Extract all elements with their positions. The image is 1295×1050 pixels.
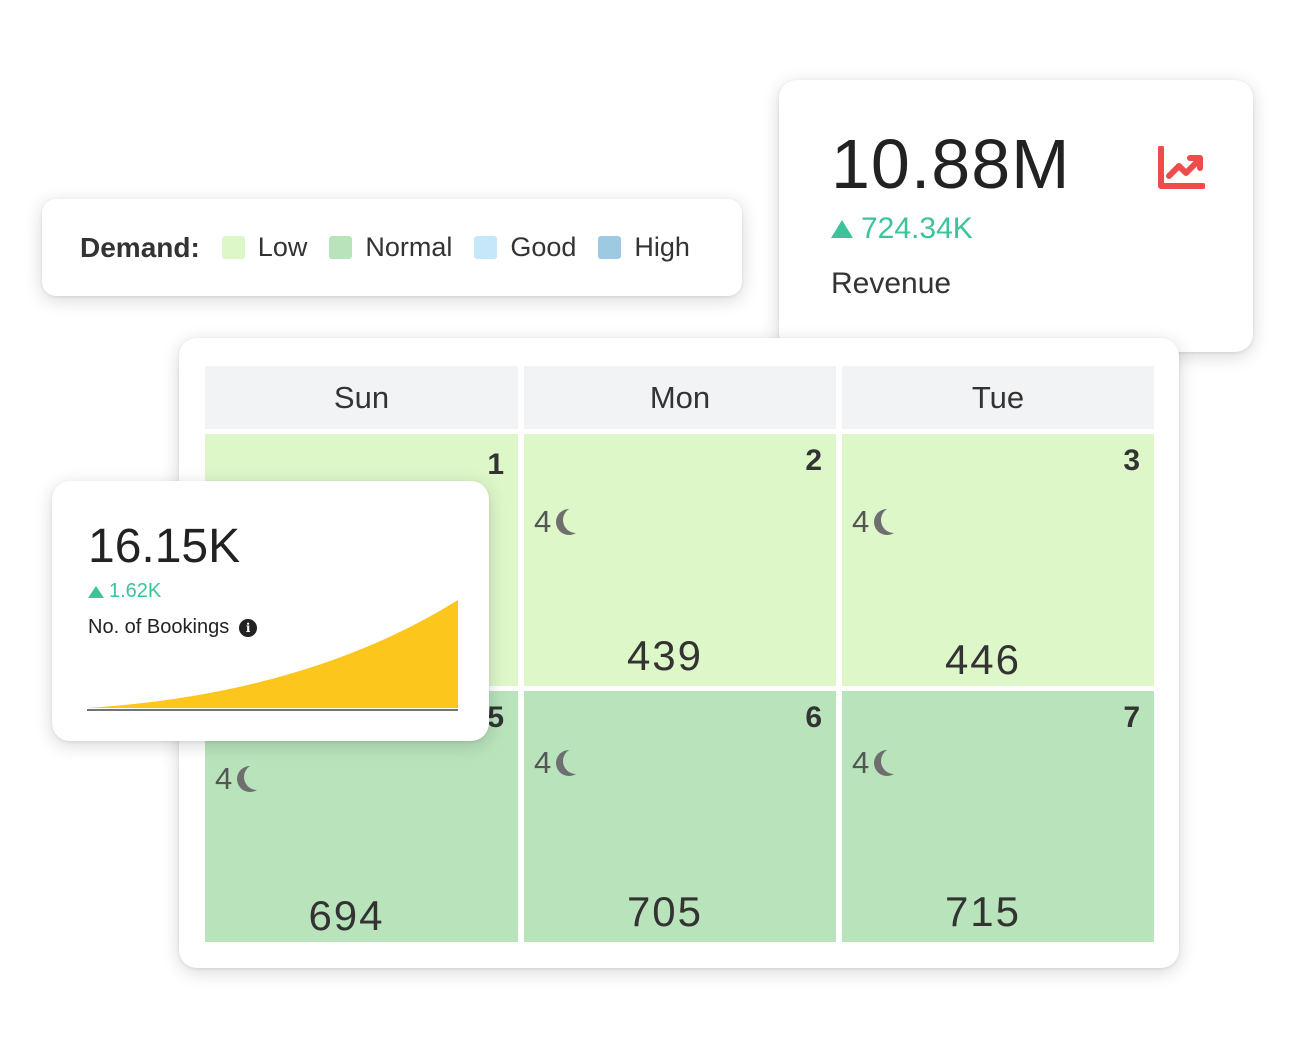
legend-label: Normal — [365, 232, 453, 262]
bookings-delta: 1.62K — [88, 580, 161, 603]
cell-date: 2 — [805, 444, 822, 477]
nights-count: 4 — [215, 761, 233, 796]
legend-label: Low — [257, 232, 308, 262]
cell-value: 715 — [944, 888, 1022, 935]
bookings-value: 16.15K — [88, 520, 241, 573]
bookings-delta-value: 1.62K — [109, 580, 162, 602]
cell-date: 6 — [805, 701, 822, 734]
day-header-sun: Sun — [205, 366, 518, 429]
bookings-sparkline — [87, 600, 458, 711]
legend-swatch-good — [474, 236, 498, 259]
cell-date: 7 — [1123, 701, 1140, 734]
legend-label: Good — [510, 232, 577, 262]
cell-nights: 4 — [852, 745, 903, 781]
trending-up-icon — [1157, 145, 1206, 195]
day-header-tue: Tue — [842, 366, 1154, 429]
cell-nights: 4 — [534, 745, 585, 781]
cell-nights: 4 — [852, 504, 903, 540]
cell-value: 439 — [626, 632, 704, 679]
cell-date: 3 — [1123, 444, 1140, 477]
calendar-cell-2[interactable]: 2 4 439 — [524, 434, 836, 686]
nights-count: 4 — [534, 504, 552, 539]
calendar-cell-6[interactable]: 6 4 705 — [524, 691, 836, 942]
revenue-delta: 724.34K — [831, 212, 973, 246]
legend-title: Demand: — [80, 231, 200, 263]
legend-item-normal: Normal — [329, 232, 452, 263]
moon-icon — [563, 507, 589, 533]
legend-swatch-high — [598, 236, 622, 259]
info-icon[interactable]: i — [239, 618, 258, 637]
legend-swatch-low — [221, 236, 245, 259]
cell-date: 1 — [487, 448, 504, 481]
legend-item-high: High — [598, 232, 690, 263]
cell-nights: 4 — [534, 504, 585, 540]
sparkline-area — [87, 600, 458, 708]
nights-count: 4 — [852, 504, 870, 539]
moon-icon — [563, 748, 589, 774]
bookings-label-text: No. of Bookings — [88, 616, 230, 638]
revenue-delta-value: 724.34K — [861, 212, 973, 245]
revenue-card: 10.88M 724.34K Revenue — [779, 80, 1253, 352]
cell-value: 694 — [308, 892, 385, 939]
moon-icon — [881, 507, 907, 533]
cell-value: 705 — [626, 888, 704, 935]
cell-value: 446 — [944, 636, 1022, 683]
revenue-value: 10.88M — [831, 125, 1071, 203]
up-arrow-icon — [831, 220, 853, 238]
cell-nights: 4 — [215, 761, 266, 797]
calendar-cell-7[interactable]: 7 4 715 — [842, 691, 1154, 942]
moon-icon — [881, 748, 907, 774]
demand-legend: Demand: Low Normal Good High — [42, 199, 742, 296]
legend-item-low: Low — [221, 232, 308, 263]
revenue-label: Revenue — [831, 267, 952, 300]
day-header-mon: Mon — [524, 366, 836, 429]
nights-count: 4 — [534, 745, 552, 780]
legend-swatch-normal — [329, 236, 353, 259]
bookings-label: No. of Bookings i — [88, 616, 258, 639]
up-arrow-icon — [88, 585, 104, 598]
calendar-cell-3[interactable]: 3 4 446 — [842, 434, 1154, 686]
bookings-card: 16.15K 1.62K No. of Bookings i — [52, 481, 489, 741]
cell-date: 5 — [487, 701, 504, 734]
legend-label: High — [634, 232, 690, 262]
nights-count: 4 — [852, 745, 870, 780]
moon-icon — [244, 764, 270, 790]
legend-item-good: Good — [474, 232, 576, 263]
